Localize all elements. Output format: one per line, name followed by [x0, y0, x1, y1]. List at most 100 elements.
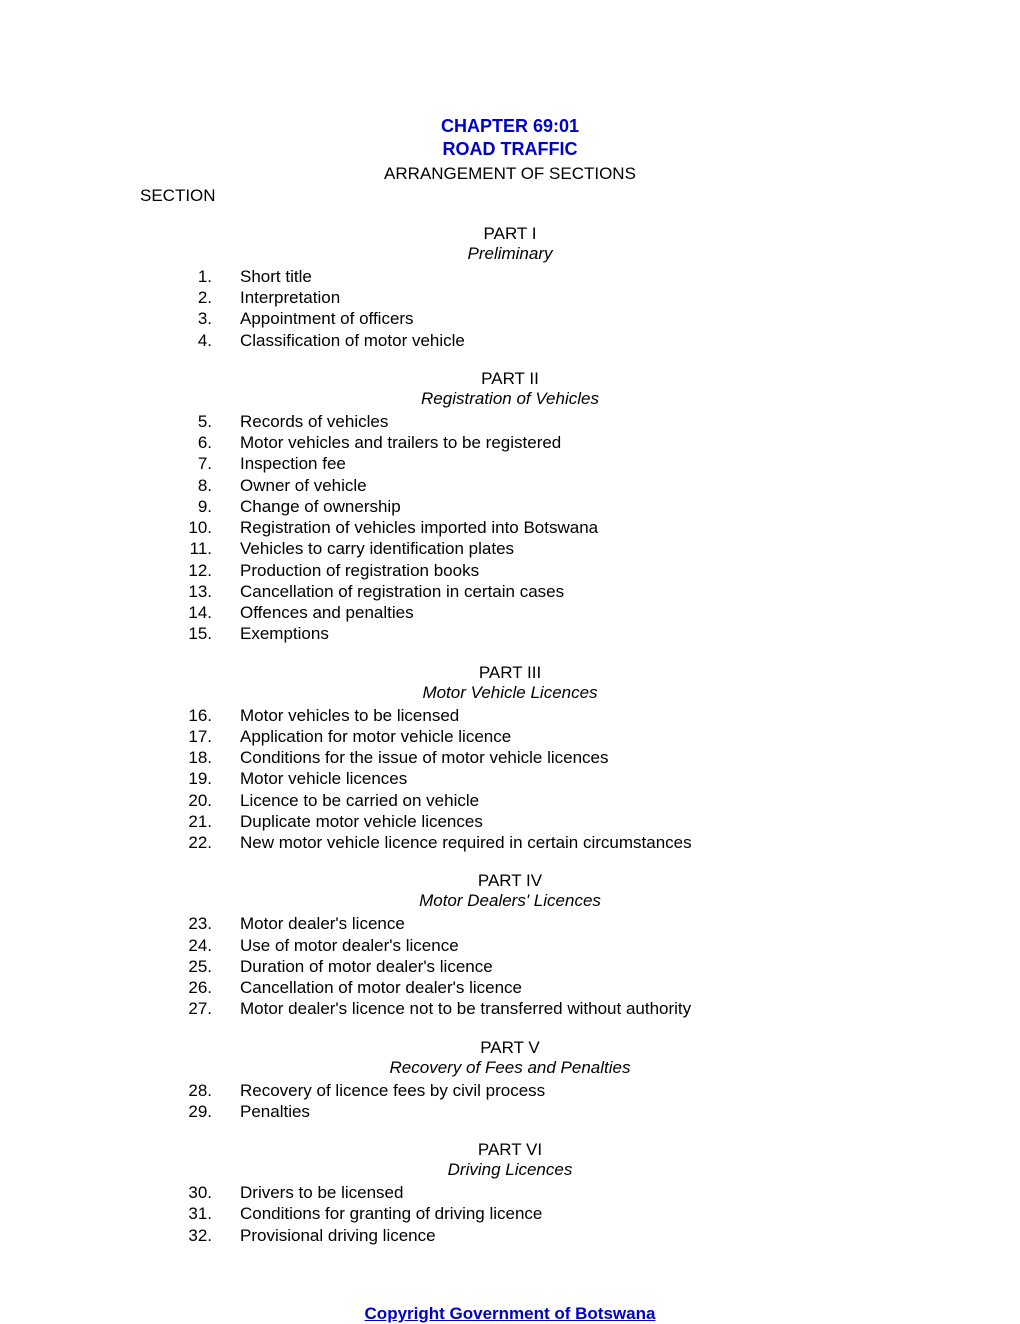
section-item: 24.Use of motor dealer's licence [140, 935, 880, 956]
section-number: 30. [140, 1182, 240, 1203]
section-item: 18.Conditions for the issue of motor veh… [140, 747, 880, 768]
items-list: 16.Motor vehicles to be licensed17.Appli… [140, 705, 880, 854]
section-item: 10.Registration of vehicles imported int… [140, 517, 880, 538]
section-text: Cancellation of registration in certain … [240, 581, 880, 602]
section-number: 19. [140, 768, 240, 789]
part-label: PART IV [140, 871, 880, 891]
section-item: 2.Interpretation [140, 287, 880, 308]
section-text: Short title [240, 266, 880, 287]
items-list: 5.Records of vehicles6.Motor vehicles an… [140, 411, 880, 645]
section-text: Production of registration books [240, 560, 880, 581]
section-item: 15.Exemptions [140, 623, 880, 644]
section-item: 5.Records of vehicles [140, 411, 880, 432]
section-text: Exemptions [240, 623, 880, 644]
section-number: 5. [140, 411, 240, 432]
section-item: 8.Owner of vehicle [140, 475, 880, 496]
section-number: 12. [140, 560, 240, 581]
section-text: Registration of vehicles imported into B… [240, 517, 880, 538]
section-number: 4. [140, 330, 240, 351]
section-number: 10. [140, 517, 240, 538]
section-item: 13.Cancellation of registration in certa… [140, 581, 880, 602]
section-item: 11.Vehicles to carry identification plat… [140, 538, 880, 559]
items-list: 23.Motor dealer's licence24.Use of motor… [140, 913, 880, 1019]
part-subtitle: Motor Dealers' Licences [140, 891, 880, 911]
section-item: 6.Motor vehicles and trailers to be regi… [140, 432, 880, 453]
section-text: Vehicles to carry identification plates [240, 538, 880, 559]
section-number: 15. [140, 623, 240, 644]
section-text: New motor vehicle licence required in ce… [240, 832, 880, 853]
part-block: PART IVMotor Dealers' Licences23.Motor d… [140, 871, 880, 1019]
section-text: Application for motor vehicle licence [240, 726, 880, 747]
section-item: 7.Inspection fee [140, 453, 880, 474]
section-text: Penalties [240, 1101, 880, 1122]
section-text: Motor vehicle licences [240, 768, 880, 789]
section-text: Motor dealer's licence not to be transfe… [240, 998, 880, 1019]
part-block: PART VIDriving Licences30.Drivers to be … [140, 1140, 880, 1246]
section-number: 23. [140, 913, 240, 934]
parts-container: PART IPreliminary1.Short title2.Interpre… [140, 224, 880, 1246]
part-subtitle: Registration of Vehicles [140, 389, 880, 409]
section-item: 21.Duplicate motor vehicle licences [140, 811, 880, 832]
section-text: Appointment of officers [240, 308, 880, 329]
section-item: 26.Cancellation of motor dealer's licenc… [140, 977, 880, 998]
section-number: 24. [140, 935, 240, 956]
section-number: 32. [140, 1225, 240, 1246]
section-number: 28. [140, 1080, 240, 1101]
part-label: PART I [140, 224, 880, 244]
part-subtitle: Preliminary [140, 244, 880, 264]
arrangement-heading: ARRANGEMENT OF SECTIONS [140, 164, 880, 184]
section-number: 9. [140, 496, 240, 517]
section-number: 17. [140, 726, 240, 747]
part-label: PART III [140, 663, 880, 683]
section-number: 8. [140, 475, 240, 496]
document-page: CHAPTER 69:01 ROAD TRAFFIC ARRANGEMENT O… [0, 0, 1020, 1324]
section-number: 21. [140, 811, 240, 832]
section-number: 20. [140, 790, 240, 811]
section-item: 29.Penalties [140, 1101, 880, 1122]
section-text: Conditions for the issue of motor vehicl… [240, 747, 880, 768]
section-text: Provisional driving licence [240, 1225, 880, 1246]
section-text: Offences and penalties [240, 602, 880, 623]
section-number: 27. [140, 998, 240, 1019]
section-number: 22. [140, 832, 240, 853]
section-text: Licence to be carried on vehicle [240, 790, 880, 811]
section-item: 9.Change of ownership [140, 496, 880, 517]
section-number: 14. [140, 602, 240, 623]
section-number: 7. [140, 453, 240, 474]
section-item: 4.Classification of motor vehicle [140, 330, 880, 351]
copyright-footer: Copyright Government of Botswana [140, 1304, 880, 1324]
section-item: 20.Licence to be carried on vehicle [140, 790, 880, 811]
part-block: PART VRecovery of Fees and Penalties28.R… [140, 1038, 880, 1123]
part-label: PART VI [140, 1140, 880, 1160]
section-text: Inspection fee [240, 453, 880, 474]
section-item: 3.Appointment of officers [140, 308, 880, 329]
items-list: 30.Drivers to be licensed31.Conditions f… [140, 1182, 880, 1246]
section-number: 18. [140, 747, 240, 768]
section-text: Owner of vehicle [240, 475, 880, 496]
section-item: 32.Provisional driving licence [140, 1225, 880, 1246]
chapter-number: CHAPTER 69:01 [140, 115, 880, 138]
section-number: 13. [140, 581, 240, 602]
section-text: Conditions for granting of driving licen… [240, 1203, 880, 1224]
section-text: Classification of motor vehicle [240, 330, 880, 351]
section-text: Use of motor dealer's licence [240, 935, 880, 956]
part-label: PART V [140, 1038, 880, 1058]
section-text: Interpretation [240, 287, 880, 308]
section-item: 28.Recovery of licence fees by civil pro… [140, 1080, 880, 1101]
section-item: 27.Motor dealer's licence not to be tran… [140, 998, 880, 1019]
section-number: 11. [140, 538, 240, 559]
section-text: Drivers to be licensed [240, 1182, 880, 1203]
section-number: 31. [140, 1203, 240, 1224]
items-list: 28.Recovery of licence fees by civil pro… [140, 1080, 880, 1123]
section-text: Duration of motor dealer's licence [240, 956, 880, 977]
section-number: 16. [140, 705, 240, 726]
section-item: 23.Motor dealer's licence [140, 913, 880, 934]
section-text: Cancellation of motor dealer's licence [240, 977, 880, 998]
section-item: 22.New motor vehicle licence required in… [140, 832, 880, 853]
section-item: 16.Motor vehicles to be licensed [140, 705, 880, 726]
section-item: 31.Conditions for granting of driving li… [140, 1203, 880, 1224]
section-number: 3. [140, 308, 240, 329]
section-item: 19.Motor vehicle licences [140, 768, 880, 789]
section-item: 14.Offences and penalties [140, 602, 880, 623]
section-number: 25. [140, 956, 240, 977]
